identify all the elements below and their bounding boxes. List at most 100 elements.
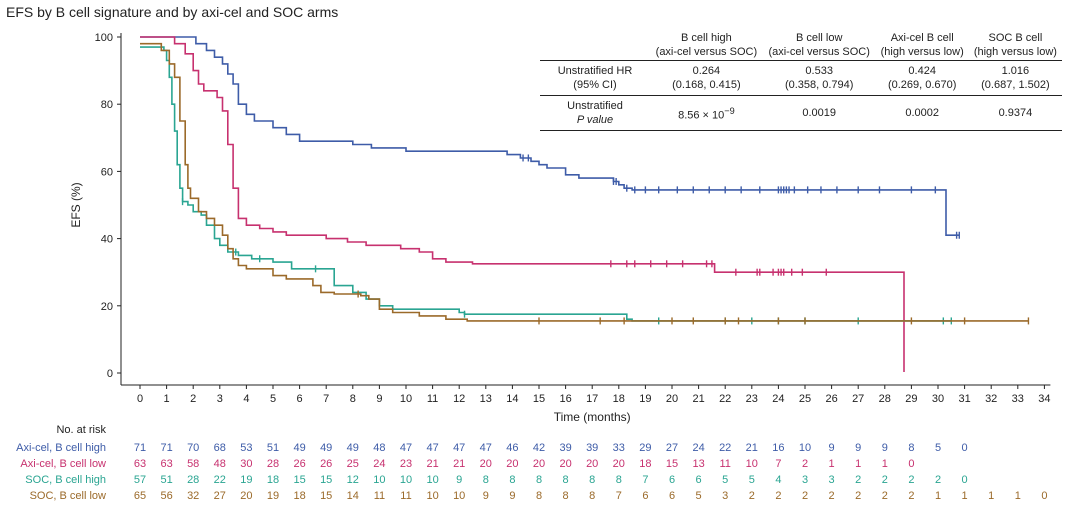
x-tick-label: 11 (427, 393, 438, 405)
x-tick-label: 7 (323, 393, 329, 405)
risk-count: 56 (160, 490, 172, 502)
risk-count: 18 (293, 490, 305, 502)
risk-row-label: Axi-cel, B cell low (20, 458, 106, 470)
risk-count: 1 (988, 490, 994, 502)
risk-count: 9 (456, 474, 462, 486)
risk-count: 16 (772, 442, 784, 454)
risk-count: 7 (642, 474, 648, 486)
risk-count: 42 (533, 442, 545, 454)
y-tick-label: 60 (101, 166, 113, 178)
risk-count: 48 (373, 442, 385, 454)
risk-count: 63 (160, 458, 172, 470)
x-tick-label: 17 (586, 393, 598, 405)
risk-count: 1 (1015, 490, 1021, 502)
risk-count: 18 (267, 474, 279, 486)
x-tick-label: 31 (958, 393, 970, 405)
x-tick-label: 14 (506, 393, 518, 405)
x-tick-label: 15 (533, 393, 545, 405)
x-tick-label: 0 (137, 393, 143, 405)
risk-count: 8 (483, 474, 489, 486)
risk-count: 2 (829, 490, 835, 502)
km-curve-line (140, 42, 1029, 322)
risk-count: 48 (214, 458, 226, 470)
x-tick-label: 19 (639, 393, 651, 405)
x-tick-label: 3 (217, 393, 223, 405)
risk-count: 71 (134, 442, 146, 454)
risk-count: 51 (267, 442, 279, 454)
risk-count: 22 (719, 442, 731, 454)
risk-count: 63 (134, 458, 146, 470)
risk-count: 28 (267, 458, 279, 470)
risk-count: 8 (563, 490, 569, 502)
x-tick-label: 33 (1012, 393, 1024, 405)
risk-count: 53 (240, 442, 252, 454)
risk-count: 1 (855, 458, 861, 470)
x-tick-label: 4 (243, 393, 249, 405)
risk-count: 20 (533, 458, 545, 470)
x-tick-label: 27 (852, 393, 864, 405)
risk-count: 8 (536, 490, 542, 502)
risk-count: 11 (400, 490, 411, 502)
x-axis-label: Time (months) (554, 410, 631, 424)
risk-count: 11 (719, 458, 730, 470)
risk-count: 1 (829, 458, 835, 470)
risk-count: 8 (908, 442, 914, 454)
risk-count: 6 (696, 474, 702, 486)
risk-count: 3 (722, 490, 728, 502)
risk-count: 15 (293, 474, 305, 486)
risk-count: 7 (616, 490, 622, 502)
risk-count: 0 (908, 458, 914, 470)
risk-count: 47 (480, 442, 492, 454)
risk-count: 13 (692, 458, 704, 470)
risk-count: 0 (1041, 490, 1047, 502)
risk-count: 10 (746, 458, 758, 470)
risk-count: 25 (347, 458, 359, 470)
risk-count: 9 (882, 442, 888, 454)
risk-count: 2 (908, 490, 914, 502)
y-tick-label: 80 (101, 99, 113, 111)
risk-count: 10 (799, 442, 811, 454)
hr-table-header-row: B cell high (axi-cel versus SOC) B cell l… (540, 30, 1062, 61)
risk-count: 22 (214, 474, 226, 486)
risk-count: 21 (426, 458, 438, 470)
risk-count: 26 (293, 458, 305, 470)
risk-count: 5 (935, 442, 941, 454)
risk-count: 10 (426, 490, 438, 502)
x-tick-label: 21 (692, 393, 704, 405)
x-tick-label: 1 (164, 393, 170, 405)
risk-count: 71 (160, 442, 172, 454)
risk-count: 5 (696, 490, 702, 502)
risk-count: 9 (483, 490, 489, 502)
risk-count: 68 (214, 442, 226, 454)
axes: 0 1 2 3 4 5 6 7 8 9 10 11 12 13 14 15 16 17 18 19 20 21 22 23 24… (69, 32, 1051, 424)
risk-count: 0 (962, 442, 968, 454)
y-tick-label: 100 (95, 32, 113, 44)
risk-count: 8 (616, 474, 622, 486)
risk-count: 30 (240, 458, 252, 470)
risk-count: 3 (829, 474, 835, 486)
risk-count: 1 (882, 458, 888, 470)
risk-table-title: No. at risk (56, 424, 106, 436)
risk-count: 57 (134, 474, 146, 486)
risk-count: 47 (400, 442, 412, 454)
x-tick-label: 34 (1038, 393, 1050, 405)
risk-count: 6 (669, 490, 675, 502)
x-tick-label: 23 (746, 393, 758, 405)
risk-count: 19 (240, 474, 252, 486)
risk-row-label: Axi-cel, B cell high (16, 442, 106, 454)
km-curve-line (140, 46, 952, 322)
km-curve-line (140, 36, 960, 236)
risk-count: 27 (666, 442, 678, 454)
risk-count: 9 (855, 442, 861, 454)
risk-count: 15 (320, 474, 332, 486)
risk-count: 15 (320, 490, 332, 502)
risk-count: 18 (639, 458, 651, 470)
risk-count: 2 (802, 490, 808, 502)
hr-col-header-1: B cell high (axi-cel versus SOC) (650, 30, 763, 61)
risk-count: 21 (453, 458, 465, 470)
hr-cell-3: 0.424 (0.269, 0.670) (875, 60, 969, 96)
p-cell-3: 0.0002 (875, 95, 969, 131)
risk-count: 1 (962, 490, 968, 502)
series-0 (140, 36, 960, 239)
